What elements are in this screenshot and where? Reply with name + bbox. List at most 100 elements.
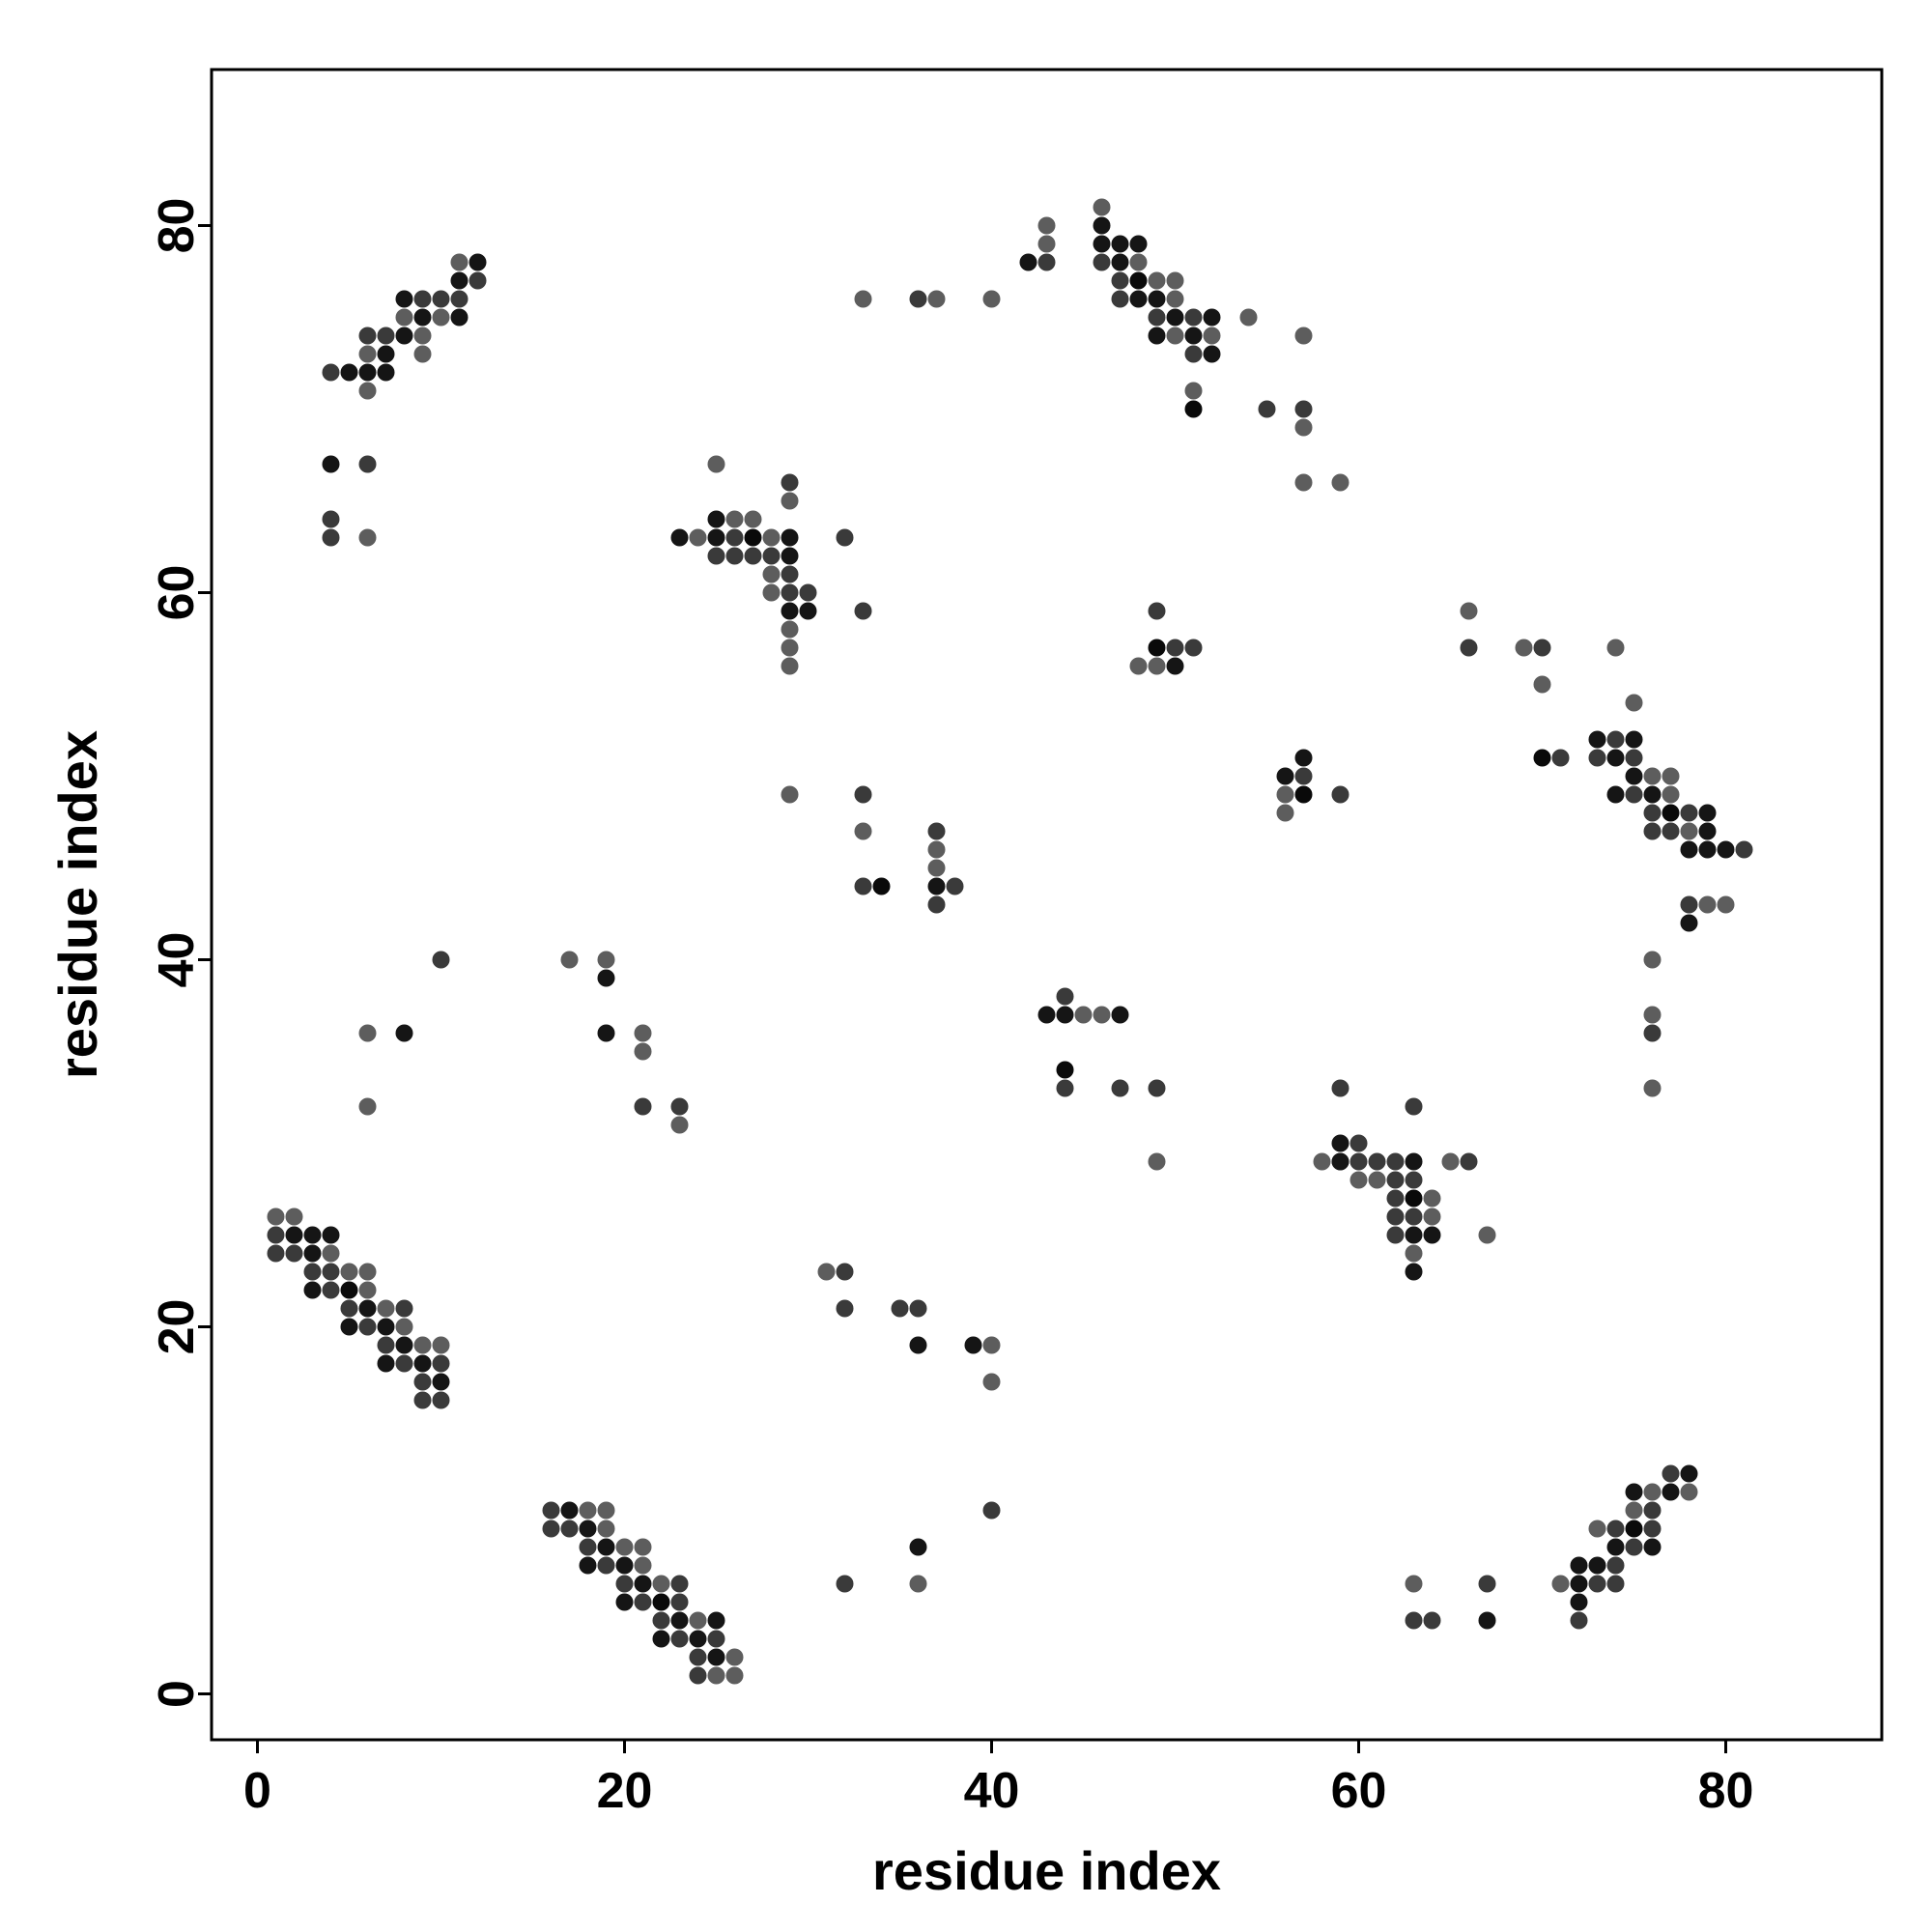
contact-point: [1643, 822, 1662, 840]
contact-point: [1643, 785, 1662, 804]
y-axis: 0 20 40 60 80: [149, 198, 212, 1708]
contact-point: [781, 657, 799, 675]
contact-point: [395, 290, 413, 308]
contact-point: [670, 1630, 689, 1648]
contact-point: [615, 1538, 634, 1556]
contact-point: [303, 1263, 322, 1281]
contact-point: [1405, 1208, 1423, 1226]
contact-point: [927, 290, 946, 308]
contact-point: [432, 1391, 450, 1409]
contact-point: [781, 639, 799, 657]
contact-point: [1643, 1483, 1662, 1501]
contact-point: [1350, 1171, 1368, 1189]
contact-point: [707, 1666, 725, 1685]
contact-point: [303, 1281, 322, 1299]
contact-point: [579, 1520, 597, 1538]
contact-point: [1625, 1483, 1643, 1501]
contact-point: [982, 290, 1001, 308]
contact-point: [1148, 1152, 1166, 1171]
contact-point: [597, 1538, 615, 1556]
contact-point: [964, 1336, 982, 1354]
contact-point: [1166, 639, 1184, 657]
contact-point: [358, 1281, 377, 1299]
contact-point: [358, 1024, 377, 1042]
contact-point: [652, 1611, 670, 1630]
contact-point: [891, 1299, 909, 1318]
contact-point: [1680, 895, 1698, 914]
contact-point: [1148, 308, 1166, 327]
contact-point: [285, 1208, 303, 1226]
contact-point: [432, 1354, 450, 1373]
contact-point: [1423, 1226, 1441, 1244]
contact-point: [395, 1336, 413, 1354]
contact-point: [1166, 290, 1184, 308]
contact-point: [909, 290, 927, 308]
contact-point: [469, 271, 487, 290]
contact-point: [707, 1630, 725, 1648]
contact-point: [1717, 895, 1735, 914]
contact-point: [1093, 216, 1111, 235]
contact-point: [725, 547, 744, 565]
contact-point: [707, 1611, 725, 1630]
contact-point: [1698, 804, 1717, 822]
contact-point: [395, 327, 413, 345]
x-axis: 0 20 40 60 80: [243, 1740, 1753, 1819]
contact-point: [1331, 473, 1350, 492]
contact-point: [597, 951, 615, 969]
contact-point: [1588, 730, 1606, 749]
contact-point: [762, 528, 781, 547]
contact-point: [1386, 1171, 1405, 1189]
contact-point: [1625, 767, 1643, 785]
contact-point: [1606, 785, 1625, 804]
contact-point: [1093, 1006, 1111, 1024]
contact-point: [1588, 1575, 1606, 1593]
contact-point: [1405, 1263, 1423, 1281]
contact-point: [982, 1373, 1001, 1391]
contact-point: [1148, 290, 1166, 308]
contact-point: [725, 1648, 744, 1666]
contact-point: [322, 528, 340, 547]
contact-point: [1294, 785, 1313, 804]
contact-point: [1331, 1152, 1350, 1171]
contact-point: [395, 308, 413, 327]
contact-point: [854, 877, 872, 895]
x-tick-label: 40: [964, 1763, 1020, 1819]
contact-point: [267, 1208, 285, 1226]
contact-point: [579, 1501, 597, 1520]
contact-point: [615, 1575, 634, 1593]
contact-point: [1166, 657, 1184, 675]
contact-point: [1313, 1152, 1331, 1171]
contact-point: [1680, 840, 1698, 859]
contact-point: [1625, 694, 1643, 712]
contact-point: [432, 308, 450, 327]
contact-point: [707, 1648, 725, 1666]
contact-point: [1019, 253, 1037, 271]
contact-point: [1056, 1079, 1074, 1097]
contact-point: [450, 290, 469, 308]
contact-point: [1111, 235, 1129, 253]
contact-point: [1405, 1244, 1423, 1263]
contact-point: [395, 1354, 413, 1373]
contact-point: [634, 1538, 652, 1556]
contact-point: [689, 1630, 707, 1648]
contact-point: [670, 1116, 689, 1134]
contact-point: [340, 1281, 358, 1299]
points-layer: [267, 198, 1753, 1685]
contact-point: [1643, 1501, 1662, 1520]
contact-point: [689, 1648, 707, 1666]
contact-point: [1570, 1611, 1588, 1630]
contact-point: [781, 473, 799, 492]
contact-point: [1570, 1593, 1588, 1611]
contact-point: [707, 510, 725, 528]
contact-point: [1625, 1501, 1643, 1520]
contact-point: [762, 547, 781, 565]
contact-point: [560, 951, 579, 969]
contact-point: [836, 1263, 854, 1281]
contact-point: [1184, 382, 1203, 400]
contact-point: [1698, 840, 1717, 859]
contact-point: [1717, 840, 1735, 859]
contact-point: [1606, 1556, 1625, 1575]
contact-point: [762, 565, 781, 583]
contact-point: [1368, 1171, 1386, 1189]
contact-point: [1423, 1189, 1441, 1208]
